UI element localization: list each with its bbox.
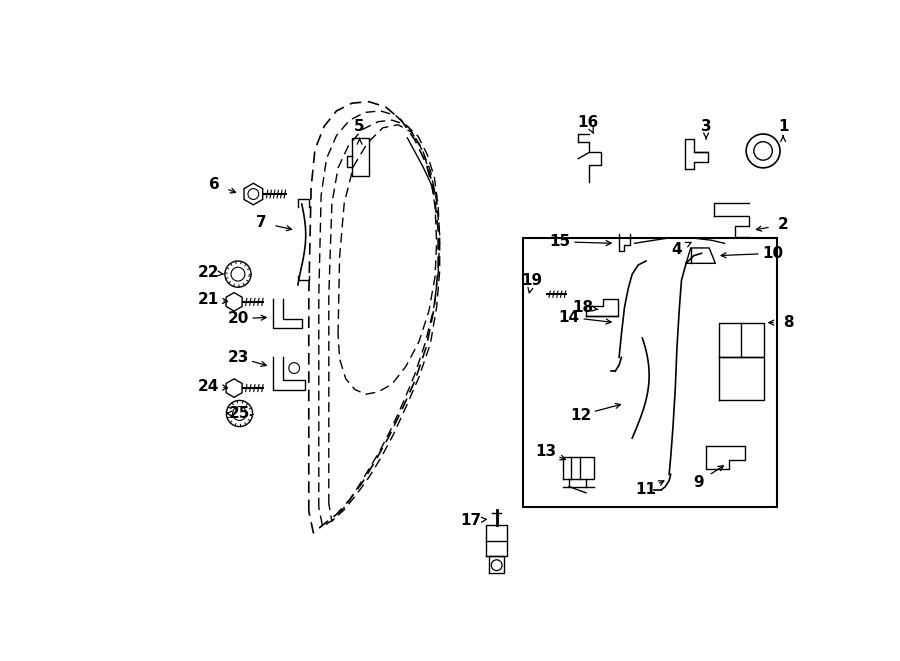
Text: 16: 16 — [578, 115, 599, 130]
Text: 18: 18 — [572, 299, 593, 315]
Text: 19: 19 — [521, 273, 543, 288]
Text: 20: 20 — [228, 311, 248, 327]
Text: 15: 15 — [549, 234, 571, 249]
Text: 14: 14 — [559, 310, 580, 325]
Text: 24: 24 — [198, 379, 220, 394]
Text: 13: 13 — [536, 444, 556, 459]
Text: 12: 12 — [570, 408, 591, 422]
Text: 1: 1 — [778, 119, 788, 134]
Text: 5: 5 — [355, 119, 365, 134]
Text: 22: 22 — [198, 265, 220, 280]
Text: 25: 25 — [229, 406, 250, 421]
Text: 11: 11 — [635, 483, 657, 497]
Text: 2: 2 — [778, 217, 788, 233]
Text: 3: 3 — [701, 119, 711, 134]
Text: 17: 17 — [460, 513, 482, 528]
Text: 9: 9 — [693, 475, 704, 490]
Text: 10: 10 — [762, 246, 784, 261]
Text: 8: 8 — [783, 315, 794, 330]
Bar — [523, 238, 777, 508]
Text: 7: 7 — [256, 215, 266, 230]
Text: 23: 23 — [228, 350, 248, 365]
Text: 4: 4 — [671, 242, 682, 257]
Text: 21: 21 — [198, 292, 220, 307]
Text: 6: 6 — [210, 176, 220, 192]
